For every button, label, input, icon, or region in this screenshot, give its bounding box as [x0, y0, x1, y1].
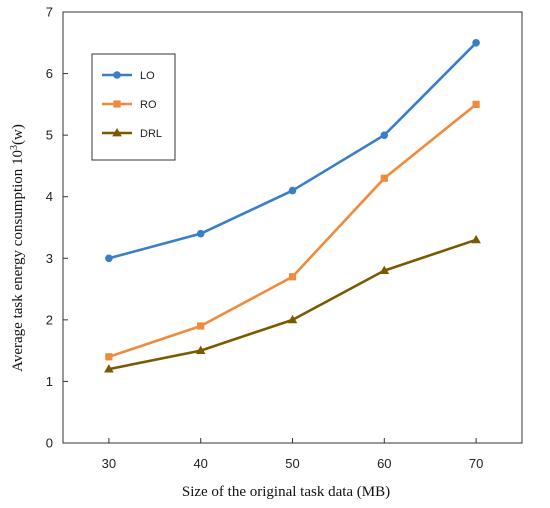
- series-lo-point: [196, 229, 205, 238]
- series-drl-point: [287, 314, 298, 324]
- y-tick-label: 0: [46, 436, 53, 451]
- x-tick-label: 50: [285, 456, 299, 471]
- y-tick-label: 3: [46, 251, 53, 266]
- x-tick-label: 40: [193, 456, 207, 471]
- legend-marker-lo: [113, 71, 121, 79]
- y-axis-title: Average task energy consumption 103(w): [9, 124, 27, 372]
- x-tick-label: 30: [102, 456, 116, 471]
- series-lo-point: [288, 186, 297, 195]
- series-lo: [105, 38, 480, 263]
- y-axis-title-sup: 3: [9, 145, 20, 150]
- series-drl: [104, 234, 481, 373]
- legend-label-lo: LO: [140, 70, 155, 82]
- y-tick-label: 2: [46, 312, 53, 327]
- series-drl-point: [195, 345, 206, 355]
- series-lo-point: [380, 131, 389, 139]
- legend-marker-drl: [112, 128, 122, 137]
- legend-item-drl: DRL: [102, 128, 162, 140]
- axes: 0 1 2 3 4 5 6 7 30 40 50 60 70: [46, 5, 523, 471]
- legend-item-ro: RO: [102, 99, 157, 111]
- series-ro-point: [288, 273, 297, 281]
- legend-item-lo: LO: [102, 70, 155, 82]
- legend-box: [91, 53, 176, 161]
- series-ro-point: [197, 322, 205, 330]
- series-drl-point: [471, 234, 481, 244]
- series-lo-point: [472, 38, 480, 47]
- x-tick-label: 60: [377, 456, 391, 471]
- x-tick-label: 70: [469, 456, 483, 471]
- y-axis-title-main: Average task energy consumption 10: [10, 150, 26, 372]
- legend-label-ro: RO: [140, 99, 157, 111]
- series-drl-line: [108, 238, 477, 371]
- y-tick-label: 6: [46, 66, 53, 81]
- series-drl-point: [104, 364, 114, 373]
- series-lo-point: [105, 254, 113, 263]
- y-tick-label: 7: [46, 5, 53, 20]
- series-layer: [104, 38, 481, 373]
- series-ro-point: [105, 353, 113, 361]
- y-tick-label: 4: [46, 189, 53, 204]
- y-axis-title-unit: (w): [10, 124, 26, 145]
- series-ro-point: [380, 174, 388, 182]
- y-tick-label: 5: [46, 128, 53, 143]
- legend-label-drl: DRL: [140, 128, 162, 140]
- series-drl-point: [379, 265, 390, 274]
- y-tick-label: 1: [46, 374, 53, 389]
- series-ro: [105, 100, 480, 361]
- legend: LO RO DRL: [91, 53, 176, 161]
- series-ro-point: [472, 100, 480, 108]
- legend-marker-ro: [113, 100, 121, 108]
- x-axis-title: Size of the original task data (MB): [182, 484, 390, 500]
